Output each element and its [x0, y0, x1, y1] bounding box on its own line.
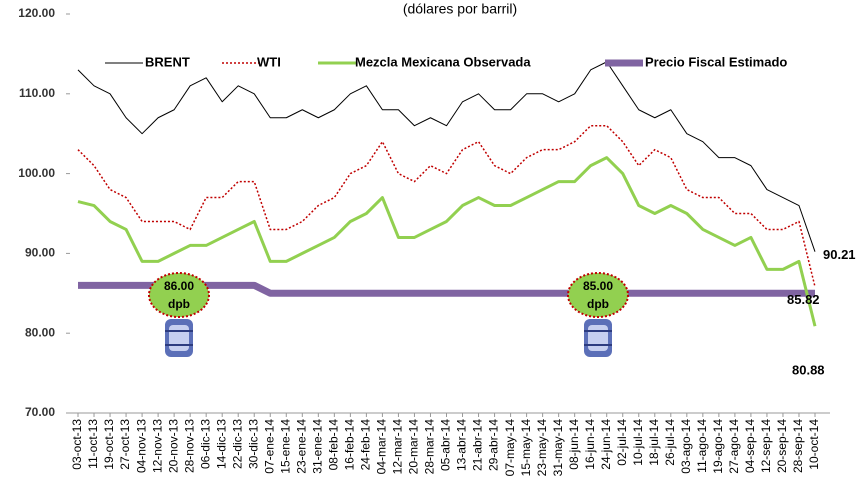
y-tick-label: 100.00: [18, 166, 55, 180]
chart-title: (dólares por barril): [403, 1, 517, 17]
barrel-icon: [169, 325, 189, 351]
x-tick-label: 30-dic-13: [246, 419, 260, 469]
legend-label: Precio Fiscal Estimado: [645, 54, 787, 69]
x-tick-label: 27-ago-14: [727, 419, 741, 474]
annotation: 85.00 dpb: [567, 272, 629, 357]
legend-label: Mezcla Mexicana Observada: [355, 54, 531, 69]
x-tick-label: 11-ago-14: [695, 419, 709, 473]
annotation-text: dpb: [587, 297, 609, 311]
x-tick-label: 28-mar-14: [423, 419, 437, 475]
y-tick-label: 70.00: [25, 405, 55, 419]
x-tick-label: 28-nov-13: [182, 419, 196, 473]
x-tick-label: 13-abr-14: [455, 419, 469, 471]
x-tick-label: 20-mar-14: [407, 419, 421, 475]
x-tick-label: 12-nov-13: [150, 419, 164, 473]
value-label: 80.88: [792, 363, 825, 378]
x-tick-label: 10-jul-14: [631, 419, 645, 466]
x-tick-label: 07-ene-14: [262, 419, 276, 474]
x-tick-label: 04-sep-14: [743, 419, 757, 473]
x-tick-label: 02-jul-14: [615, 419, 629, 466]
x-tick-label: 05-abr-14: [439, 419, 453, 471]
x-tick-label: 14-dic-13: [214, 419, 228, 469]
x-tick-label: 10-oct-14: [807, 419, 821, 470]
y-tick-label: 90.00: [25, 246, 55, 260]
x-tick-label: 08-jun-14: [567, 419, 581, 470]
annotation-text: 85.00: [583, 279, 613, 293]
annotation-bubble: [148, 272, 210, 318]
x-tick-label: 29-abr-14: [487, 419, 501, 471]
x-tick-label: 03-ago-14: [679, 419, 693, 474]
x-tick-label: 21-abr-14: [471, 419, 485, 471]
annotation-text: 86.00: [164, 279, 194, 293]
x-tick-label: 08-feb-14: [327, 419, 341, 471]
x-tick-label: 03-oct-13: [70, 419, 84, 470]
y-tick-label: 110.00: [19, 86, 55, 100]
annotation-text: dpb: [168, 297, 190, 311]
barrel-icon: [588, 325, 608, 351]
legend-label: WTI: [257, 54, 281, 69]
value-label: 85.82: [787, 292, 820, 307]
annotation-bubble: [567, 272, 629, 318]
x-tick-label: 20-sep-14: [775, 419, 789, 473]
x-tick-label: 15-may-14: [519, 419, 533, 477]
x-tick-label: 15-ene-14: [278, 419, 292, 474]
x-tick-label: 16-feb-14: [343, 419, 357, 471]
x-tick-label: 24-feb-14: [359, 419, 373, 471]
x-tick-label: 12-mar-14: [391, 419, 405, 475]
value-label: 90.21: [823, 247, 856, 262]
x-tick-label: 19-oct-13: [102, 419, 116, 470]
x-tick-label: 26-jul-14: [663, 419, 677, 466]
x-tick-label: 11-oct-13: [86, 419, 100, 469]
x-tick-label: 27-oct-13: [118, 419, 132, 470]
series-line: [77, 124, 816, 287]
x-tick-label: 20-nov-13: [166, 419, 180, 473]
x-tick-label: 31-ene-14: [310, 419, 324, 474]
x-tick-label: 16-jun-14: [583, 419, 597, 470]
annotation: 86.00 dpb: [148, 272, 210, 357]
x-tick-label: 04-nov-13: [134, 419, 148, 473]
legend-label: BRENT: [145, 54, 190, 69]
x-tick-label: 31-may-14: [551, 419, 565, 477]
series-line: [77, 156, 817, 327]
x-tick-label: 07-may-14: [503, 419, 517, 477]
y-tick-label: 120.00: [18, 6, 55, 20]
x-tick-label: 04-mar-14: [375, 419, 389, 475]
x-tick-label: 28-sep-14: [791, 419, 805, 473]
x-tick-label: 22-dic-13: [230, 419, 244, 469]
x-tick-label: 23-ene-14: [294, 419, 308, 474]
x-tick-label: 18-jul-14: [647, 419, 661, 466]
x-tick-label: 23-may-14: [535, 419, 549, 477]
x-tick-label: 06-dic-13: [198, 419, 212, 469]
x-tick-label: 24-jun-14: [599, 419, 613, 470]
x-tick-label: 19-ago-14: [711, 419, 725, 474]
y-tick-label: 80.00: [25, 325, 55, 339]
series-line: [77, 61, 816, 252]
x-tick-label: 12-sep-14: [759, 419, 773, 473]
